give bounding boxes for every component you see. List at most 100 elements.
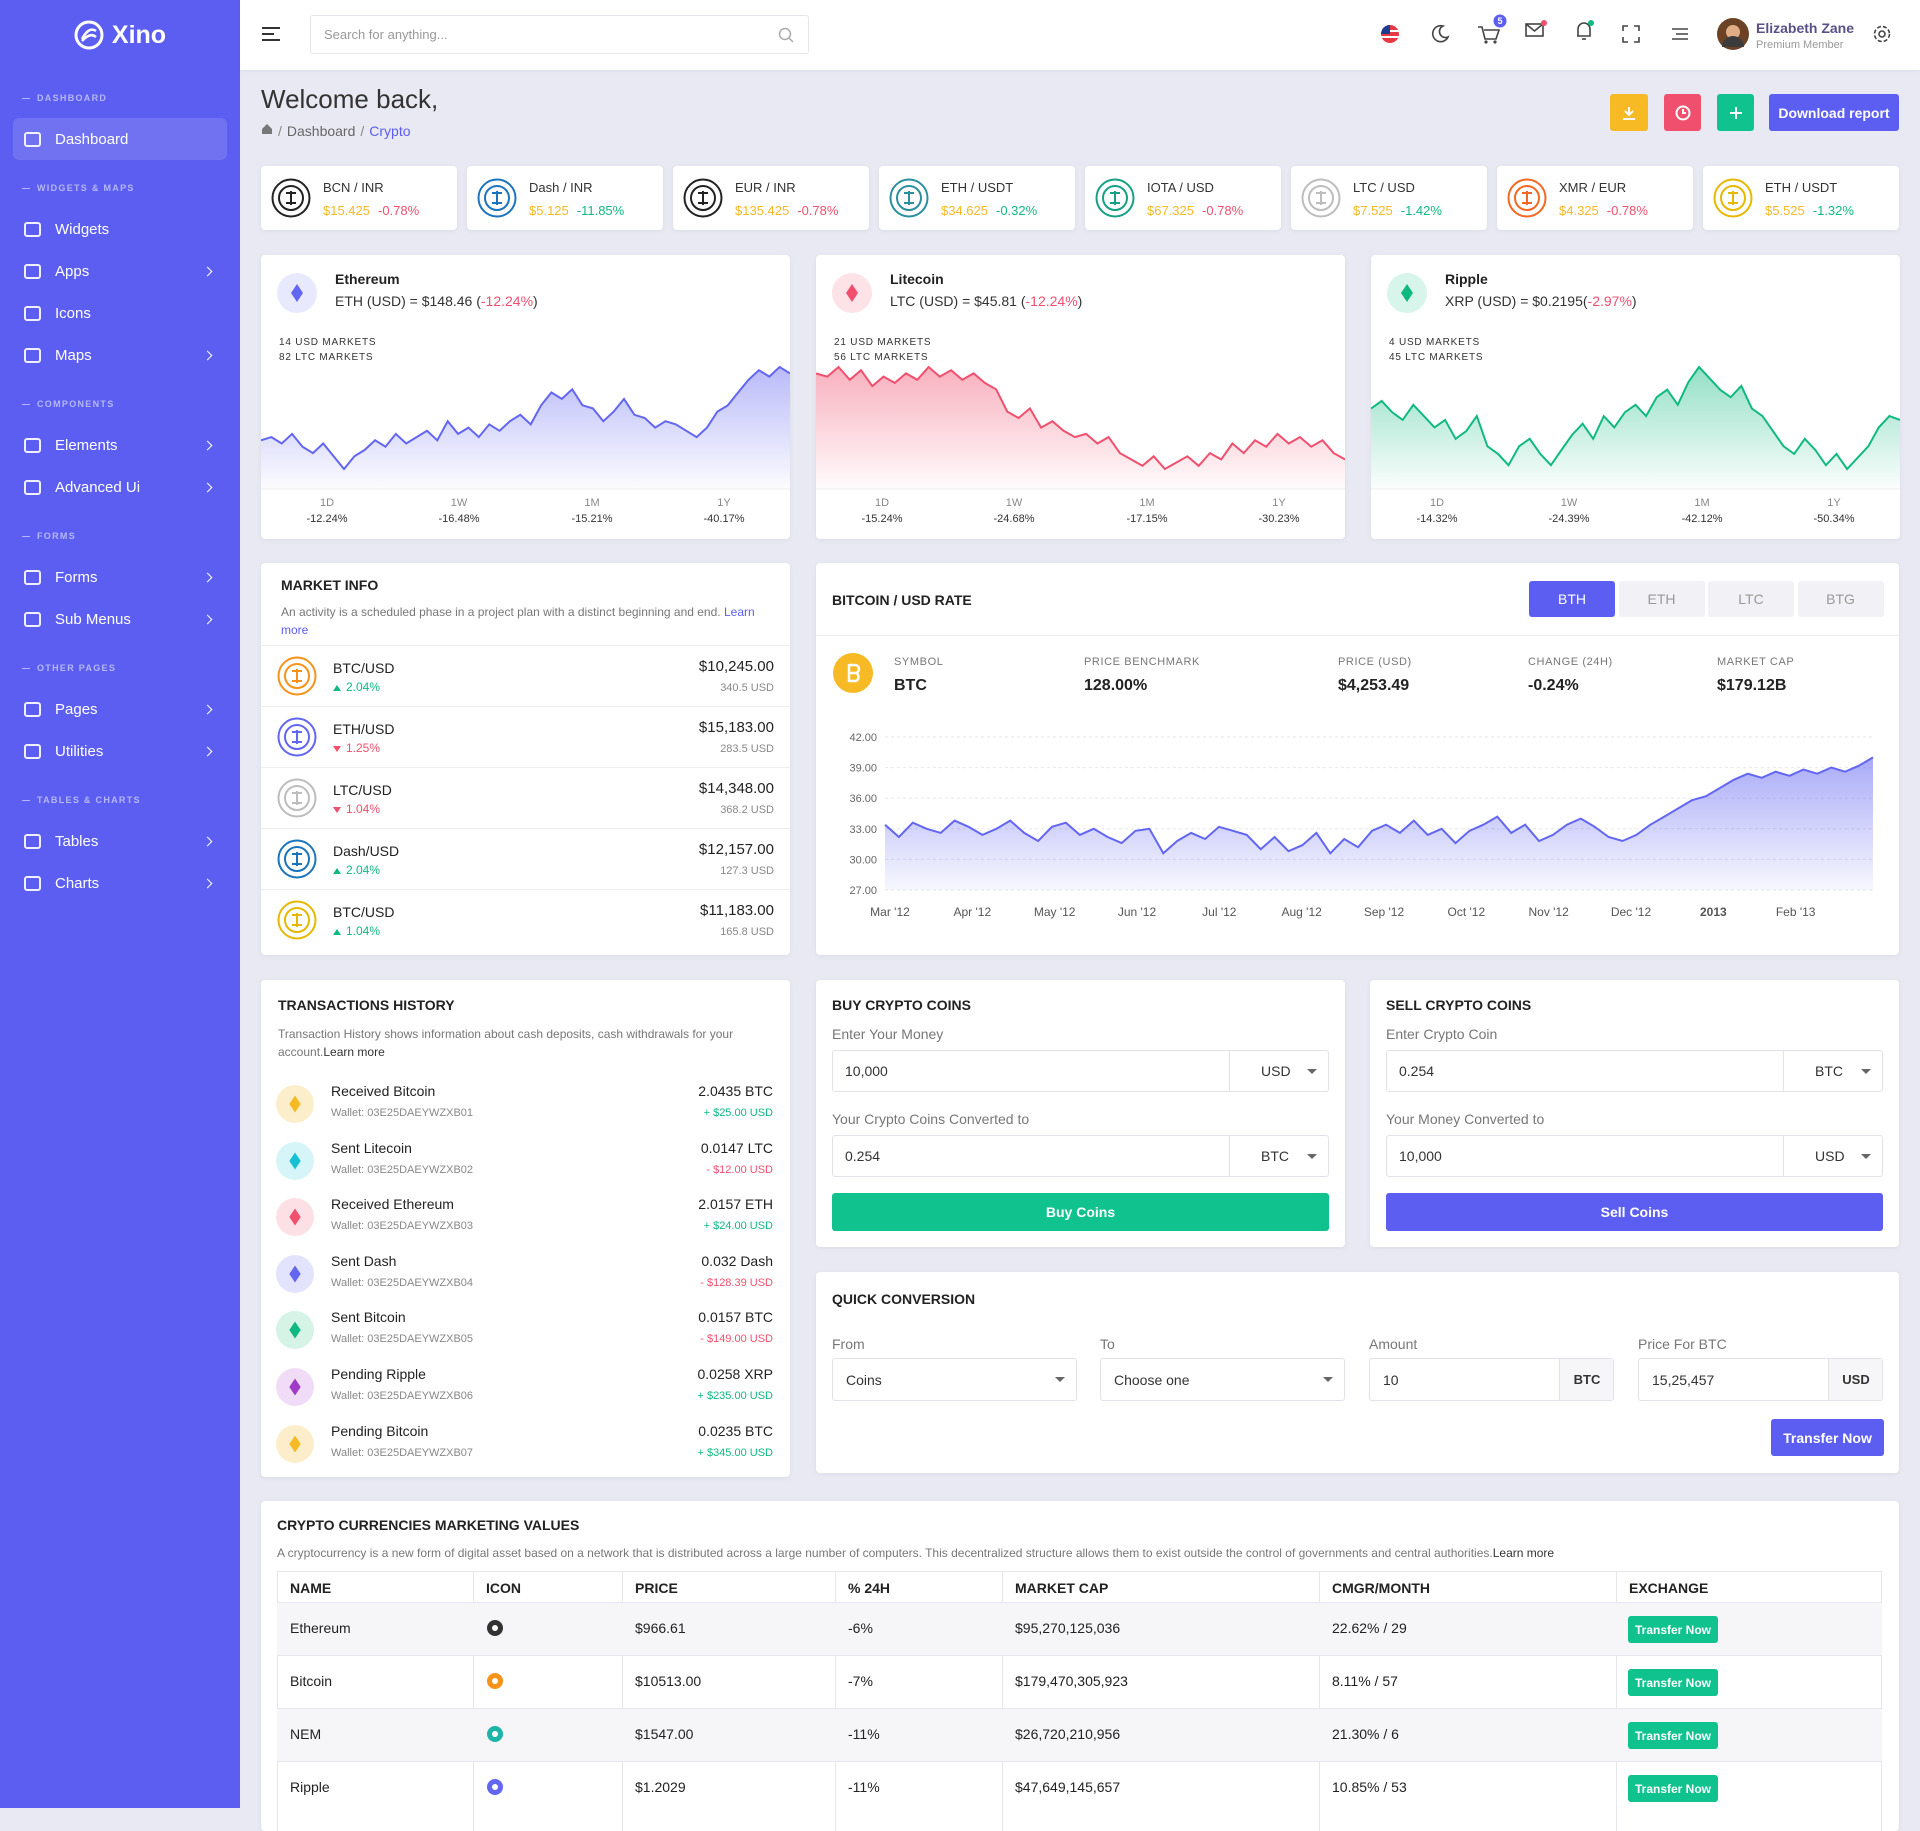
nav-icon bbox=[24, 305, 41, 321]
nav-icon bbox=[24, 875, 41, 891]
bitcoin-icon bbox=[833, 653, 873, 693]
input-box[interactable]: 10 BTC bbox=[1369, 1358, 1614, 1401]
cell-cap: $179,470,305,923 bbox=[1015, 1673, 1128, 1689]
nav-item[interactable]: Advanced Ui bbox=[13, 466, 227, 508]
transaction-amount: 0.0258 XRP bbox=[697, 1366, 774, 1382]
nav-item[interactable]: Apps bbox=[13, 250, 227, 292]
input-box[interactable]: 10,000 USD bbox=[1386, 1135, 1883, 1177]
transaction-wallet: Wallet: 03E25DAEYWZXB05 bbox=[331, 1333, 474, 1346]
menu-toggle[interactable] bbox=[262, 26, 280, 42]
heading-dash bbox=[22, 403, 30, 405]
download-icon-button[interactable] bbox=[1610, 94, 1648, 131]
transfer-button[interactable]: Transfer Now bbox=[1771, 1419, 1884, 1456]
ticker-change: -1.32% bbox=[1812, 203, 1854, 218]
breadcrumb-item[interactable]: Dashboard bbox=[286, 123, 356, 139]
nav-item[interactable]: Maps bbox=[13, 334, 227, 376]
coin-glyph bbox=[289, 1321, 301, 1339]
home-icon[interactable] bbox=[261, 123, 273, 135]
x-tick-label: Jun '12 bbox=[1118, 905, 1157, 919]
transfer-button[interactable]: Transfer Now bbox=[1628, 1669, 1718, 1696]
ticker-pair: ETH / USDT bbox=[941, 180, 1014, 195]
cell-cmgr: 8.11% / 57 bbox=[1332, 1673, 1398, 1689]
card-title: MARKET INFO bbox=[281, 577, 379, 593]
coin-glyph bbox=[1316, 191, 1326, 205]
sparkline-chart bbox=[1371, 365, 1900, 490]
input-box[interactable]: 0.254 BTC bbox=[1386, 1050, 1883, 1092]
nav-item[interactable]: Elements bbox=[13, 424, 227, 466]
logo[interactable]: Xino bbox=[0, 0, 240, 70]
coin-ring bbox=[477, 178, 517, 218]
stat-value: -17.15% bbox=[1126, 513, 1168, 525]
coin-inner bbox=[278, 185, 304, 211]
tab[interactable]: BTG bbox=[1797, 581, 1884, 617]
field-label: Amount bbox=[1369, 1336, 1418, 1352]
ticker-quote: $135.425 -0.78% bbox=[735, 203, 838, 218]
settings-icon[interactable] bbox=[1872, 24, 1892, 44]
tab[interactable]: LTC bbox=[1708, 581, 1794, 617]
coin-glyph bbox=[291, 284, 303, 302]
nav-heading: DASHBOARD bbox=[0, 78, 240, 118]
nav-item[interactable]: Utilities bbox=[13, 730, 227, 772]
learn-more-link[interactable]: Learn more bbox=[281, 605, 755, 637]
nav-icon bbox=[24, 479, 41, 495]
ticker-change: -0.78% bbox=[1202, 203, 1244, 218]
stat-period: 1D bbox=[1429, 497, 1445, 509]
submit-button[interactable]: Buy Coins bbox=[832, 1193, 1329, 1231]
bell-icon[interactable] bbox=[1573, 18, 1597, 44]
ticker-quote: $5.525 -1.32% bbox=[1765, 203, 1854, 218]
ticker-price: $7.525 bbox=[1353, 203, 1393, 218]
mail-icon[interactable] bbox=[1524, 18, 1548, 42]
search-box[interactable]: Search for anything... bbox=[310, 15, 809, 54]
learn-more-link[interactable]: Learn more bbox=[1492, 1546, 1555, 1560]
learn-more-link[interactable]: Learn more bbox=[323, 1045, 385, 1059]
cell-change: -7% bbox=[848, 1673, 873, 1689]
ticker-card: IOTA / USD $67.325 -0.78% bbox=[1085, 166, 1281, 230]
stat-period: 1Y bbox=[1827, 497, 1841, 509]
breadcrumb-sep: / bbox=[278, 123, 282, 139]
avatar[interactable] bbox=[1717, 18, 1749, 50]
caret bbox=[1323, 1377, 1333, 1382]
nav-item[interactable]: Sub Menus bbox=[13, 598, 227, 640]
panel-icon[interactable] bbox=[1671, 27, 1689, 41]
transaction-title: Received Bitcoin bbox=[331, 1083, 436, 1099]
transaction-wallet: Wallet: 03E25DAEYWZXB03 bbox=[331, 1220, 474, 1233]
sparkline-area bbox=[261, 367, 790, 489]
clock-button[interactable] bbox=[1664, 94, 1701, 131]
tab[interactable]: ETH bbox=[1618, 581, 1705, 617]
download-report-button[interactable]: Download report bbox=[1769, 94, 1899, 131]
nav-item[interactable]: Pages bbox=[13, 688, 227, 730]
nav-item[interactable]: Icons bbox=[13, 292, 227, 334]
tab[interactable]: BTH bbox=[1529, 581, 1615, 617]
theme-icon[interactable] bbox=[1430, 24, 1450, 44]
coin-name: Ripple bbox=[1445, 271, 1488, 287]
nav-item[interactable]: Forms bbox=[13, 556, 227, 598]
input-unit: USD bbox=[1261, 1063, 1291, 1079]
pair: Dash/USD bbox=[333, 843, 400, 859]
add-button[interactable] bbox=[1717, 94, 1754, 131]
nav-item[interactable]: Dashboard bbox=[13, 118, 227, 160]
change-text: 1.04% bbox=[346, 924, 381, 938]
coin-glyph bbox=[292, 791, 302, 805]
card-title: QUICK CONVERSION bbox=[832, 1291, 976, 1307]
nav-item[interactable]: Tables bbox=[13, 820, 227, 862]
transfer-button[interactable]: Transfer Now bbox=[1628, 1616, 1718, 1643]
row-divider bbox=[261, 645, 790, 646]
stat-value: $4,253.49 bbox=[1338, 677, 1410, 694]
select-box[interactable]: Choose one bbox=[1100, 1358, 1345, 1401]
transfer-button[interactable]: Transfer Now bbox=[1628, 1775, 1718, 1802]
input-box[interactable]: 10,000 USD bbox=[832, 1050, 1329, 1092]
coin-icon bbox=[276, 1368, 314, 1406]
cart-icon[interactable]: 5 bbox=[1476, 14, 1510, 46]
flag-icon[interactable] bbox=[1380, 24, 1400, 44]
card-title: BUY CRYPTO COINS bbox=[832, 997, 971, 1013]
user-name[interactable]: Elizabeth Zane bbox=[1756, 20, 1855, 36]
input-box[interactable]: 0.254 BTC bbox=[832, 1135, 1329, 1177]
submit-button[interactable]: Sell Coins bbox=[1386, 1193, 1883, 1231]
select-box[interactable]: Coins bbox=[832, 1358, 1077, 1401]
input-value: 0.254 bbox=[1399, 1063, 1435, 1079]
nav-item[interactable]: Charts bbox=[13, 862, 227, 904]
nav-item[interactable]: Widgets bbox=[13, 208, 227, 250]
transfer-button[interactable]: Transfer Now bbox=[1628, 1722, 1718, 1749]
input-box[interactable]: 15,25,457 USD bbox=[1638, 1358, 1883, 1401]
fullscreen-icon[interactable] bbox=[1622, 25, 1640, 43]
